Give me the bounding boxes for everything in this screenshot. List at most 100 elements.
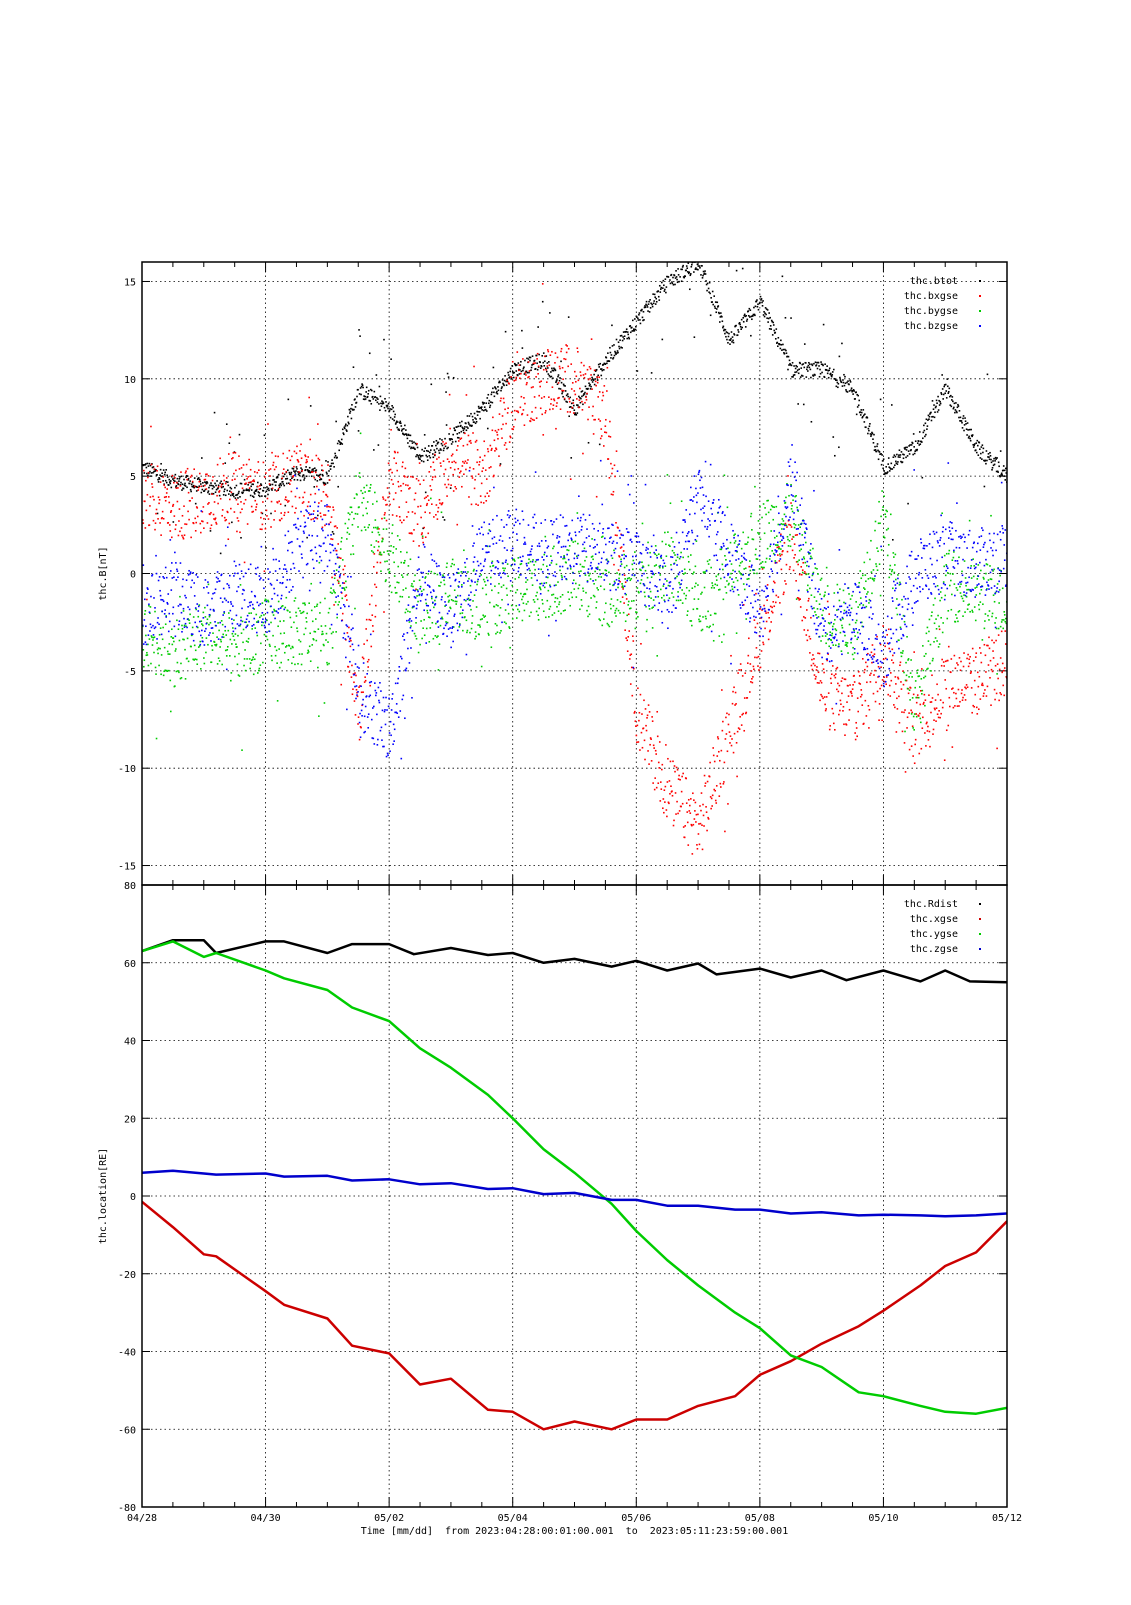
data-point [394, 575, 396, 577]
data-point [869, 709, 871, 711]
series-thc-bygse [142, 433, 1008, 751]
data-point [505, 331, 507, 333]
data-point [296, 446, 298, 448]
data-point [482, 467, 484, 469]
data-point [378, 444, 380, 446]
data-point [892, 655, 894, 657]
data-point [880, 666, 882, 668]
data-point [953, 692, 955, 694]
data-point [810, 377, 812, 379]
data-point [260, 517, 262, 519]
data-point [754, 315, 756, 317]
data-point [254, 658, 256, 660]
data-point [498, 583, 500, 585]
data-point [649, 608, 651, 610]
data-point [190, 489, 192, 491]
data-point [592, 415, 594, 417]
data-point [585, 396, 587, 398]
data-point [612, 345, 614, 347]
data-point [319, 612, 321, 614]
data-point [562, 594, 564, 596]
data-point [658, 762, 660, 764]
data-point [643, 311, 645, 313]
data-point [616, 535, 618, 537]
data-point [724, 831, 726, 833]
data-point [404, 560, 406, 562]
data-point [284, 505, 286, 507]
data-point [825, 708, 827, 710]
data-point [882, 509, 884, 511]
data-point [179, 640, 181, 642]
data-point [552, 548, 554, 550]
data-point [878, 522, 880, 524]
data-point [250, 481, 252, 483]
data-point [584, 402, 586, 404]
data-point [679, 810, 681, 812]
data-point [362, 691, 364, 693]
data-point [841, 343, 843, 345]
data-point [508, 613, 510, 615]
data-point [342, 613, 344, 615]
data-point [721, 689, 723, 691]
data-point [270, 622, 272, 624]
data-point [314, 479, 316, 481]
data-point [1000, 694, 1002, 696]
data-point [246, 478, 248, 480]
data-point [665, 292, 667, 294]
data-point [537, 326, 539, 328]
data-point [749, 691, 751, 693]
data-point [380, 396, 382, 398]
data-point [377, 527, 379, 529]
data-point [468, 435, 470, 437]
data-point [433, 516, 435, 518]
data-point [786, 525, 788, 527]
data-point [905, 771, 907, 773]
data-point [947, 725, 949, 727]
data-point [246, 640, 248, 642]
data-point [203, 657, 205, 659]
data-point [992, 460, 994, 462]
data-point [732, 336, 734, 338]
data-point [260, 664, 262, 666]
data-point [552, 377, 554, 379]
data-point [144, 472, 146, 474]
data-point [505, 442, 507, 444]
data-point [156, 509, 158, 511]
data-point [648, 301, 650, 303]
data-point [713, 640, 715, 642]
data-point [351, 665, 353, 667]
data-point [657, 782, 659, 784]
data-point [858, 671, 860, 673]
data-point [461, 584, 463, 586]
data-point [558, 397, 560, 399]
data-point [437, 635, 439, 637]
data-point [324, 525, 326, 527]
data-point [839, 377, 841, 379]
data-point [824, 376, 826, 378]
data-point [593, 374, 595, 376]
data-point [982, 685, 984, 687]
data-point [544, 412, 546, 414]
data-point [569, 401, 571, 403]
data-point [761, 298, 763, 300]
data-point [444, 484, 446, 486]
data-point [282, 453, 284, 455]
data-point [631, 327, 633, 329]
data-point [985, 460, 987, 462]
data-point [233, 452, 235, 454]
data-point [928, 418, 930, 420]
data-point [518, 577, 520, 579]
data-point [278, 500, 280, 502]
data-point [464, 616, 466, 618]
data-point [505, 609, 507, 611]
data-point [630, 331, 632, 333]
data-point [970, 440, 972, 442]
data-point [347, 416, 349, 418]
data-point [557, 581, 559, 583]
data-point [767, 500, 769, 502]
data-point [568, 398, 570, 400]
data-point [589, 378, 591, 380]
data-point [307, 650, 309, 652]
data-point [846, 645, 848, 647]
data-point [563, 358, 565, 360]
